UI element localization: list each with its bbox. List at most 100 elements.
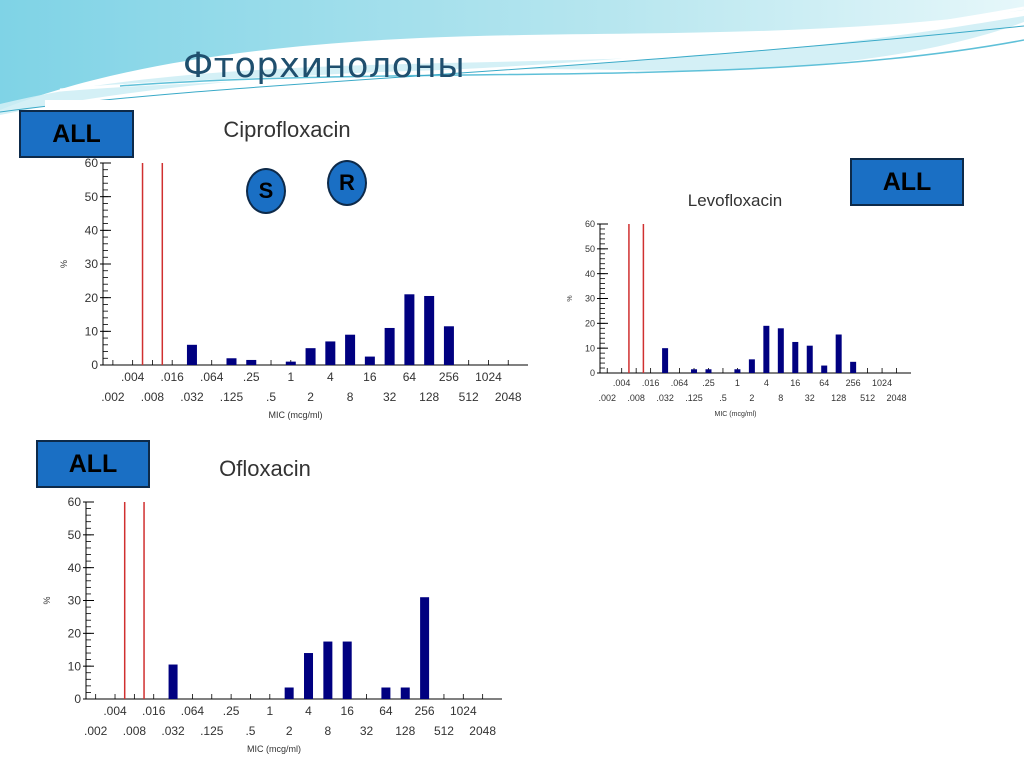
x-tick-label: 4 [305,704,312,718]
x-tick-label: 1024 [872,378,892,388]
x-tick-label: 64 [403,370,417,384]
x-tick-label: .25 [702,378,715,388]
x-tick-label: .002 [101,390,125,404]
x-tick-label: 8 [325,724,332,738]
x-tick-label: 32 [383,390,397,404]
x-tick-label: 64 [379,704,393,718]
bar [662,348,669,373]
x-tick-label: 2 [749,393,754,403]
y-tick-label: 0 [91,358,98,372]
y-tick-label: 30 [585,294,595,304]
x-tick-label: 512 [434,724,454,738]
bar [384,327,395,365]
bar [168,664,178,699]
x-tick-label: 1 [735,378,740,388]
chart-panel-ofloxacin: Ofloxacin 0 10 20 30 40 50 60% .002 .004 .008 .016.… [30,440,536,766]
bar [777,328,784,373]
y-tick-label: 60 [68,495,82,509]
chart-title: Ofloxacin [219,456,311,481]
levofloxacin-chart: Levofloxacin 0 10 20 30 40 50 60% .002 .004 .008 .0… [567,191,911,418]
x-tick-label: .016 [161,370,185,384]
bar [705,369,712,373]
bar [763,325,770,373]
x-tick-label: 8 [778,393,783,403]
y-tick-label: 40 [585,269,595,279]
all-tag-levofloxacin: ALL [850,158,964,206]
y-tick-label: 10 [585,343,595,353]
bar [821,365,828,373]
bar [734,369,741,373]
bar [420,597,430,699]
all-tag-ciprofloxacin: ALL [19,110,134,158]
x-tick-label: .064 [181,704,205,718]
chart-panel-levofloxacin: Levofloxacin 0 10 20 30 40 50 60% .002 .004 .008 .0… [560,180,938,425]
y-tick-label: 40 [85,224,99,238]
x-axis-label: MIC (mcg/ml) [269,410,323,420]
bar [186,344,197,365]
y-tick-label: 40 [68,561,82,575]
bar [226,358,237,365]
bar [748,359,755,373]
y-tick-label: 10 [68,659,82,673]
bar [850,361,857,373]
x-tick-label: .008 [123,724,147,738]
x-tick-label: 4 [764,378,769,388]
bar [364,356,375,365]
bar [404,294,415,365]
x-tick-label: 8 [347,390,354,404]
x-tick-label: .008 [141,390,165,404]
bar [400,687,410,699]
x-tick-label: 256 [415,704,435,718]
x-tick-label: 2048 [495,390,522,404]
y-tick-label: 50 [585,244,595,254]
y-tick-label: 30 [68,594,82,608]
x-tick-label: 128 [419,390,439,404]
x-tick-label: .25 [223,704,240,718]
x-tick-label: 1024 [450,704,477,718]
x-tick-label: .064 [671,378,689,388]
x-tick-label: .032 [656,393,674,403]
y-tick-label: 60 [585,219,595,229]
x-tick-label: .5 [266,390,276,404]
bar [325,341,336,365]
y-tick-label: 10 [85,325,99,339]
bar [424,295,435,365]
y-tick-label: 60 [85,156,99,170]
bar [691,369,698,373]
x-tick-label: .002 [84,724,108,738]
x-tick-label: 64 [819,378,829,388]
y-tick-label: 20 [85,291,99,305]
x-tick-label: .125 [220,390,244,404]
x-tick-label: .004 [103,704,127,718]
bar [381,687,391,699]
chart-title: Levofloxacin [688,191,783,210]
bar [443,326,454,365]
bar [304,653,314,699]
chart-title: Ciprofloxacin [223,117,350,142]
y-tick-label: 50 [85,190,99,204]
bar [342,641,352,699]
x-axis-label: MIC (mcg/ml) [715,411,757,418]
y-tick-label: 20 [585,318,595,328]
x-tick-label: 1 [287,370,294,384]
y-axis-label: % [42,596,52,604]
bar [246,359,257,365]
x-tick-label: 256 [439,370,459,384]
x-tick-label: 128 [831,393,846,403]
bar [835,334,842,373]
susceptible-badge: S [246,168,286,214]
x-tick-label: 2 [307,390,314,404]
x-tick-label: .064 [200,370,224,384]
y-tick-label: 0 [74,692,81,706]
y-tick-label: 50 [68,528,82,542]
x-tick-label: 16 [363,370,377,384]
x-axis-label: MIC (mcg/ml) [247,744,301,754]
x-tick-label: .125 [685,393,703,403]
bar [806,345,813,373]
bar [285,361,296,365]
x-tick-label: 2 [286,724,293,738]
y-axis-label: % [59,260,69,268]
x-tick-label: .016 [642,378,660,388]
x-tick-label: 1 [266,704,273,718]
y-tick-label: 0 [590,368,595,378]
